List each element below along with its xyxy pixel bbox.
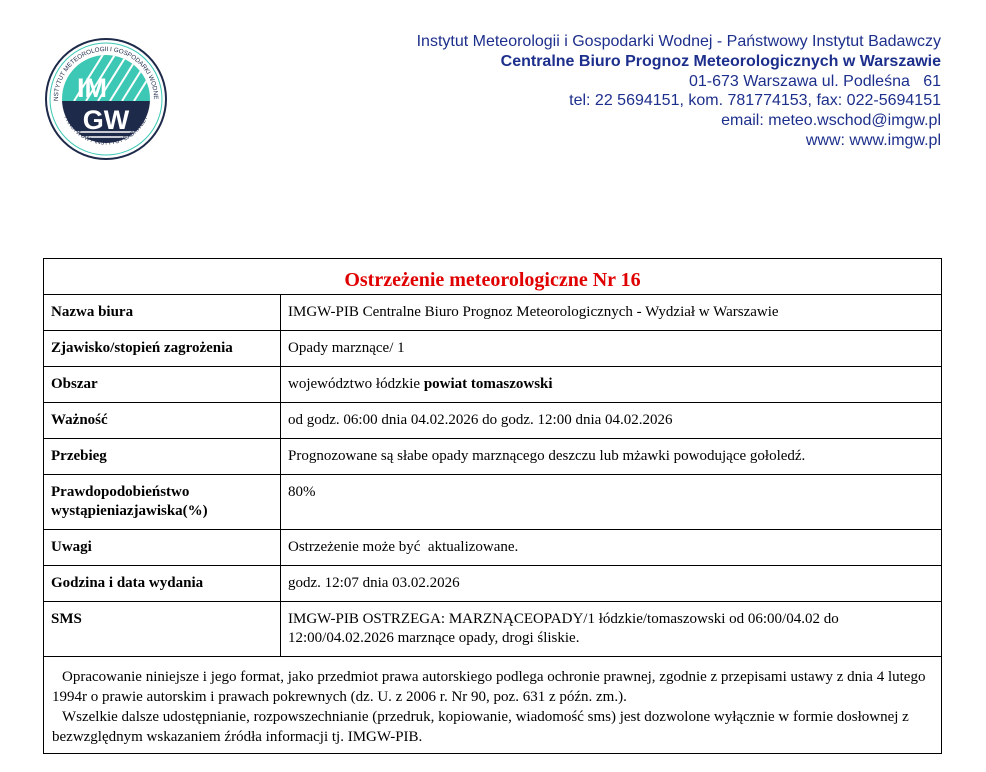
table-row: Ważność od godz. 06:00 dnia 04.02.2026 do… — [43, 402, 942, 439]
table-row: Przebieg Prognozowane są słabe opady marz… — [43, 438, 942, 475]
website: www: www.imgw.pl — [805, 131, 941, 149]
row-value: Prognozowane są słabe opady marznącego d… — [280, 438, 942, 475]
region: województwo łódzkie — [288, 376, 424, 392]
table-row: Uwagi Ostrzeżenie może być aktualizowane. — [43, 529, 942, 566]
logo-text-im: IM — [77, 73, 107, 103]
office-name: Centralne Biuro Prognoz Meteorologicznyc… — [500, 52, 941, 70]
logo-text-gw: GW — [83, 105, 130, 135]
row-label: Obszar — [43, 366, 281, 403]
email: email: meteo.wschod@imgw.pl — [721, 112, 941, 130]
row-value: od godz. 06:00 dnia 04.02.2026 do godz. … — [280, 402, 942, 439]
table-row: Nazwa biura IMGW-PIB Centralne Biuro Prog… — [43, 294, 942, 331]
row-value: IMGW-PIB Centralne Biuro Prognoz Meteoro… — [280, 294, 942, 331]
table-row: SMS IMGW-PIB OSTRZEGA: MARZNĄCEOPADY/1 łó… — [43, 601, 942, 657]
copyright-paragraph: Opracowanie niniejsze i jego format, jak… — [52, 669, 926, 705]
table-row: Prawdopodobieństwo wystąpieniazjawiska(%… — [43, 474, 942, 530]
warning-title: Ostrzeżenie meteorologiczne Nr 16 — [43, 258, 942, 295]
row-value: Opady marznące/ 1 — [280, 330, 942, 367]
imgw-logo: IM GW INSTYTUT METEOROLOGII I GOSPODARKI… — [44, 37, 167, 160]
row-value: Ostrzeżenie może być aktualizowane. — [280, 529, 942, 566]
warning-table: Ostrzeżenie meteorologiczne Nr 16 Nazwa … — [43, 258, 942, 754]
row-label: Nazwa biura — [43, 294, 281, 331]
row-label: Godzina i data wydania — [43, 565, 281, 602]
table-row: Godzina i data wydania godz. 12:07 dnia 0… — [43, 565, 942, 602]
institute-name: Instytut Meteorologii i Gospodarki Wodne… — [416, 33, 941, 50]
table-row: Obszar województwo łódzkie powiat tomaszo… — [43, 366, 942, 403]
row-label: SMS — [43, 601, 281, 657]
row-value: godz. 12:07 dnia 03.02.2026 — [280, 565, 942, 602]
table-row: Zjawisko/stopień zagrożenia Opady marznąc… — [43, 330, 942, 367]
institute-header: Instytut Meteorologii i Gospodarki Wodne… — [417, 32, 941, 151]
row-value: województwo łódzkie powiat tomaszowski — [280, 366, 942, 403]
phone: tel: 22 5694151, kom. 781774153, fax: 02… — [569, 92, 941, 110]
row-label: Zjawisko/stopień zagrożenia — [43, 330, 281, 367]
address: 01-673 Warszawa ul. Podleśna 61 — [689, 72, 941, 90]
row-label: Uwagi — [43, 529, 281, 566]
row-label: Przebieg — [43, 438, 281, 475]
row-label: Ważność — [43, 402, 281, 439]
row-value: 80% — [280, 474, 942, 530]
copyright-notice: Opracowanie niniejsze i jego format, jak… — [43, 656, 942, 754]
row-value: IMGW-PIB OSTRZEGA: MARZNĄCEOPADY/1 łódzk… — [280, 601, 942, 657]
row-label: Prawdopodobieństwo wystąpieniazjawiska(%… — [43, 474, 281, 530]
district: powiat tomaszowski — [423, 376, 553, 392]
distribution-paragraph: Wszelkie dalsze udostępnianie, rozpowsze… — [52, 709, 909, 745]
